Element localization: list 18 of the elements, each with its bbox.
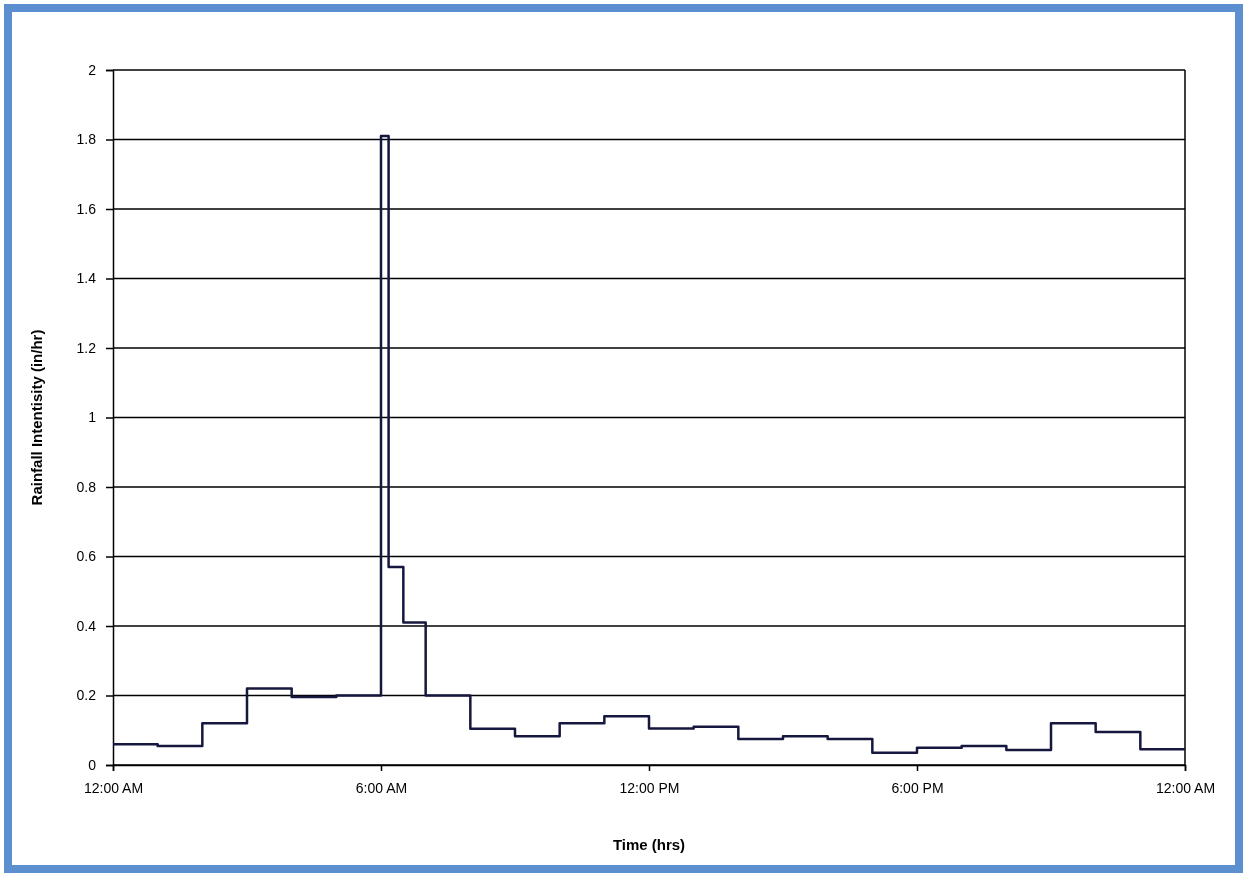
y-tick-label: 0.6 — [76, 548, 97, 565]
y-tick-label: 1 — [88, 409, 97, 426]
x-tick-label: 12:00 AM — [1155, 779, 1216, 796]
y-tick-label: 1.6 — [76, 200, 97, 217]
y-tick-label: 0.2 — [76, 687, 97, 704]
y-axis-title: Rainfall Intentisity (in/hr) — [28, 329, 45, 506]
x-tick-label: 6:00 AM — [355, 779, 408, 796]
y-tick-label: 0.8 — [76, 478, 97, 495]
x-tick-label: 6:00 PM — [891, 779, 944, 796]
y-tick-label: 1.2 — [76, 339, 97, 356]
x-tick-label: 12:00 PM — [619, 779, 680, 796]
x-axis-title: Time (hrs) — [612, 836, 686, 853]
y-tick-label: 0 — [88, 756, 97, 773]
y-tick-label: 0.4 — [76, 617, 97, 634]
y-tick-label: 1.4 — [76, 270, 97, 287]
x-tick-label: 12:00 AM — [83, 779, 144, 796]
y-tick-label: 1.8 — [76, 131, 97, 148]
y-tick-label: 2 — [88, 61, 97, 78]
